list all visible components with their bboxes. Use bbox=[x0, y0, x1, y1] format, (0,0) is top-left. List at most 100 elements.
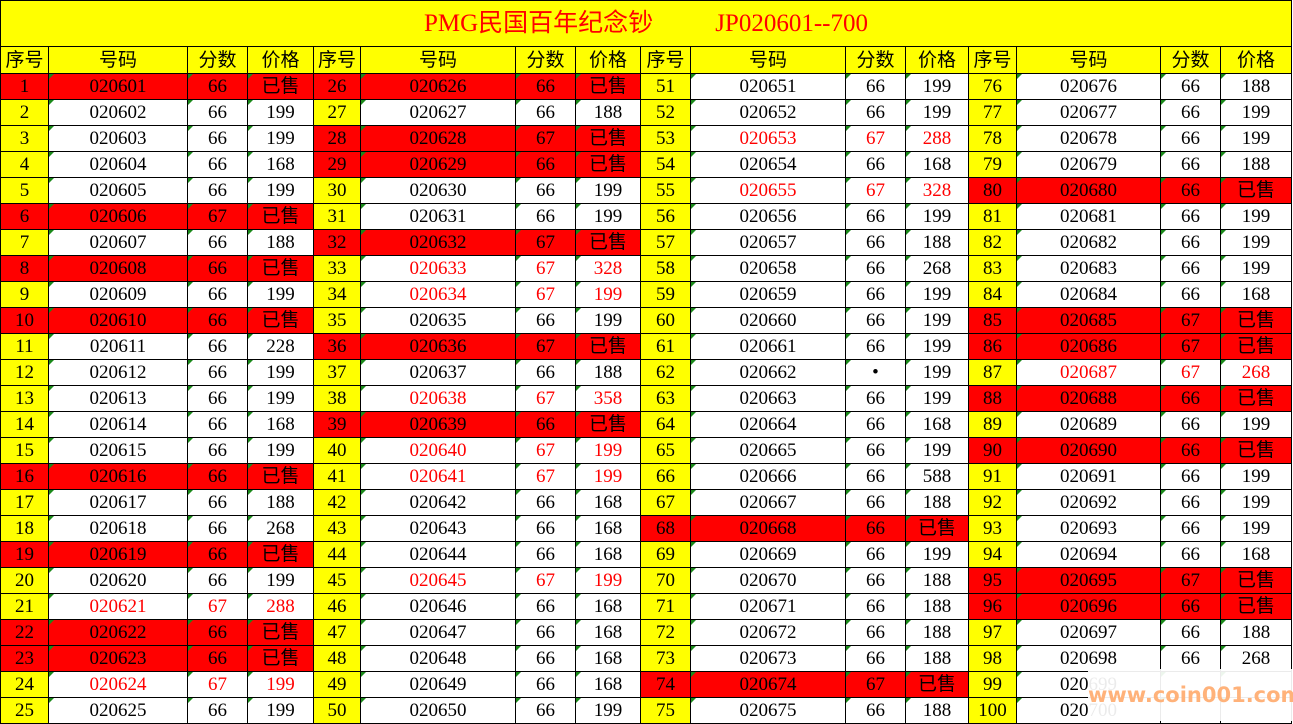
cell-seq: 19 bbox=[0, 541, 49, 568]
title-row: PMG民国百年纪念钞 JP020601--700 bbox=[0, 0, 1292, 47]
cell-code: 020676 bbox=[1016, 73, 1161, 100]
cell-code: 020620 bbox=[48, 567, 188, 594]
cell-code: 020691 bbox=[1016, 463, 1161, 490]
cell-score: 66 bbox=[1160, 463, 1221, 490]
cell-seq: 89 bbox=[968, 411, 1017, 438]
cell-seq: 77 bbox=[968, 99, 1017, 126]
cell-price: 268 bbox=[1220, 645, 1292, 672]
cell-seq: 51 bbox=[640, 73, 691, 100]
cell-price: 199 bbox=[247, 437, 314, 464]
cell-code: 020619 bbox=[48, 541, 188, 568]
cell-score: 66 bbox=[187, 255, 248, 282]
cell-code: 020654 bbox=[690, 151, 846, 178]
cell-seq: 1 bbox=[0, 73, 49, 100]
cell-score: 66 bbox=[1160, 229, 1221, 256]
cell-price: 228 bbox=[247, 333, 314, 360]
cell-code: 020677 bbox=[1016, 99, 1161, 126]
cell-price: 188 bbox=[1220, 151, 1292, 178]
table-row: 4 020604 66 168 29 020629 66 已售 54 020654 66 168 79 0… bbox=[0, 151, 1292, 178]
cell-code: 020667 bbox=[690, 489, 846, 516]
cell-price: 199 bbox=[575, 307, 641, 334]
cell-code: 020658 bbox=[690, 255, 846, 282]
cell-code: 020674 bbox=[690, 671, 846, 698]
cell-price: 已售 bbox=[905, 671, 969, 698]
cell-price: 已售 bbox=[575, 411, 641, 438]
cell-price: 168 bbox=[1220, 281, 1292, 308]
cell-seq: 100 bbox=[968, 697, 1017, 724]
cell-seq: 29 bbox=[313, 151, 361, 178]
cell-score: 66 bbox=[515, 593, 576, 620]
cell-price: 188 bbox=[247, 229, 314, 256]
cell-seq: 47 bbox=[313, 619, 361, 646]
cell-score: • bbox=[845, 359, 906, 386]
column-header-code: 号码 bbox=[690, 46, 846, 74]
cell-score: 67 bbox=[1160, 567, 1221, 594]
cell-price: 199 bbox=[575, 177, 641, 204]
cell-seq: 30 bbox=[313, 177, 361, 204]
cell-seq: 49 bbox=[313, 671, 361, 698]
cell-score: 67 bbox=[515, 255, 576, 282]
cell-code: 020611 bbox=[48, 333, 188, 360]
cell-price: 199 bbox=[575, 697, 641, 724]
cell-seq: 7 bbox=[0, 229, 49, 256]
cell-price: 199 bbox=[1220, 515, 1292, 542]
cell-seq: 21 bbox=[0, 593, 49, 620]
cell-price: 已售 bbox=[1220, 307, 1292, 334]
cell-seq: 23 bbox=[0, 645, 49, 672]
cell-code: 020663 bbox=[690, 385, 846, 412]
cell-score: 66 bbox=[515, 515, 576, 542]
cell-code: 020653 bbox=[690, 125, 846, 152]
cell-score: 66 bbox=[1160, 437, 1221, 464]
cell-code: 020608 bbox=[48, 255, 188, 282]
cell-code: 020636 bbox=[360, 333, 516, 360]
cell-price: 199 bbox=[1220, 203, 1292, 230]
cell-score: 67 bbox=[515, 333, 576, 360]
cell-score: 66 bbox=[187, 151, 248, 178]
cell-code: 020627 bbox=[360, 99, 516, 126]
cell-code: 020617 bbox=[48, 489, 188, 516]
cell-seq: 83 bbox=[968, 255, 1017, 282]
cell-price: 199 bbox=[1220, 125, 1292, 152]
cell-code: 020697 bbox=[1016, 619, 1161, 646]
table-row: 12 020612 66 199 37 020637 66 188 62 020662 • 199 87… bbox=[0, 359, 1292, 386]
cell-price: 已售 bbox=[247, 541, 314, 568]
cell-score: 66 bbox=[187, 697, 248, 724]
cell-price: 199 bbox=[575, 281, 641, 308]
cell-score: 66 bbox=[845, 515, 906, 542]
cell-score: 66 bbox=[845, 593, 906, 620]
cell-score: 66 bbox=[1160, 99, 1221, 126]
cell-code: 020657 bbox=[690, 229, 846, 256]
cell-score: 66 bbox=[187, 645, 248, 672]
cell-code: 020660 bbox=[690, 307, 846, 334]
cell-price: 已售 bbox=[575, 73, 641, 100]
cell-score: 66 bbox=[515, 73, 576, 100]
cell-price: 199 bbox=[1220, 411, 1292, 438]
cell-seq: 87 bbox=[968, 359, 1017, 386]
column-header-price: 价格 bbox=[905, 46, 969, 74]
table-row: 3 020603 66 199 28 020628 67 已售 53 020653 67 288 78 0… bbox=[0, 125, 1292, 152]
cell-code: 020688 bbox=[1016, 385, 1161, 412]
cell-seq: 41 bbox=[313, 463, 361, 490]
cell-code: 020656 bbox=[690, 203, 846, 230]
cell-seq: 55 bbox=[640, 177, 691, 204]
cell-price: 168 bbox=[575, 671, 641, 698]
cell-score: 67 bbox=[187, 593, 248, 620]
cell-seq: 91 bbox=[968, 463, 1017, 490]
cell-seq: 44 bbox=[313, 541, 361, 568]
cell-seq: 96 bbox=[968, 593, 1017, 620]
cell-code: 020673 bbox=[690, 645, 846, 672]
cell-code: 020630 bbox=[360, 177, 516, 204]
cell-code: 020648 bbox=[360, 645, 516, 672]
cell-seq: 69 bbox=[640, 541, 691, 568]
column-header-price: 价格 bbox=[1220, 46, 1292, 74]
cell-seq: 57 bbox=[640, 229, 691, 256]
cell-price: 199 bbox=[1220, 463, 1292, 490]
cell-price: 168 bbox=[247, 151, 314, 178]
cell-code: 020633 bbox=[360, 255, 516, 282]
cell-code: 020687 bbox=[1016, 359, 1161, 386]
cell-price: 168 bbox=[575, 593, 641, 620]
cell-code: 020678 bbox=[1016, 125, 1161, 152]
cell-score: 66 bbox=[845, 73, 906, 100]
cell-score: 66 bbox=[845, 281, 906, 308]
cell-score: 66 bbox=[1160, 593, 1221, 620]
